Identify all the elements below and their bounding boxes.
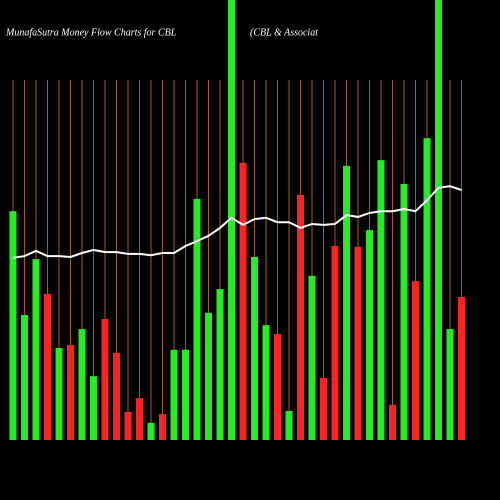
bar [21, 315, 28, 440]
bar [101, 319, 109, 440]
bar [124, 411, 132, 440]
bar [78, 329, 86, 440]
bar [205, 312, 212, 440]
bar [354, 246, 362, 440]
bar [412, 281, 419, 440]
bar [170, 349, 178, 440]
chart-subtitle: (CBL & Associat [250, 27, 318, 38]
bar [32, 259, 40, 440]
money-flow-line [12, 185, 462, 259]
chart-title: MunafaSutra Money Flow Charts for CBL [5, 27, 177, 38]
bar [389, 404, 396, 440]
bar [90, 376, 97, 440]
bar [136, 398, 143, 440]
bar [228, 0, 235, 440]
bar [343, 165, 350, 440]
bar [67, 344, 74, 440]
bar [113, 352, 120, 440]
bar [147, 422, 155, 440]
bar [458, 297, 465, 440]
bar [216, 289, 224, 440]
bar [182, 349, 189, 440]
bar [262, 325, 270, 440]
bar [423, 138, 431, 440]
bar [308, 275, 316, 440]
bar [193, 198, 201, 440]
bar [55, 348, 63, 440]
bar [446, 329, 454, 440]
bar [44, 293, 51, 440]
bar [366, 230, 373, 440]
bar [297, 194, 304, 440]
bar [251, 256, 258, 440]
bar [377, 160, 385, 440]
bar [435, 0, 442, 440]
bar [285, 410, 293, 440]
bar [274, 333, 281, 440]
bar [400, 183, 408, 441]
bar [9, 211, 17, 440]
bar [239, 162, 247, 441]
bar [331, 245, 339, 440]
bar [320, 377, 327, 440]
bar [159, 414, 166, 440]
